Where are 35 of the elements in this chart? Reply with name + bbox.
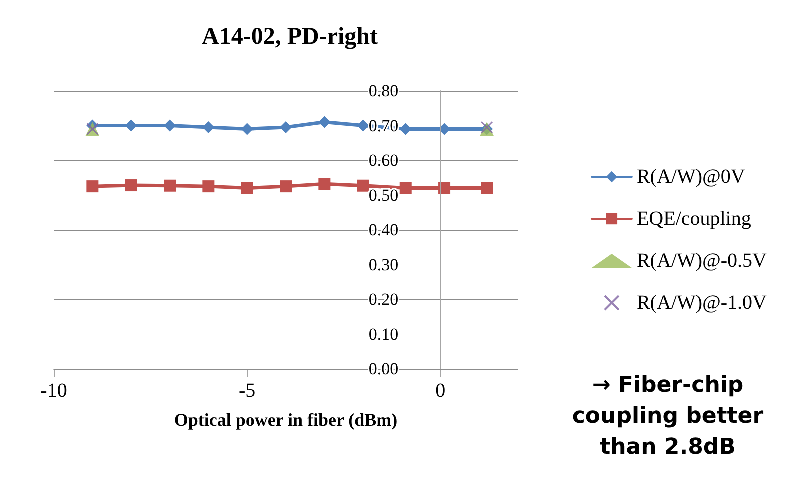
legend-label: R(A/W)@-0.5V (636, 250, 768, 272)
point (438, 182, 451, 194)
legend-label: R(A/W)@0V (636, 166, 746, 188)
legend-label: R(A/W)@-1.0V (636, 292, 768, 314)
point (318, 178, 331, 190)
y-tick-label: 0.40 (368, 220, 399, 240)
legend-label: EQE/coupling (636, 208, 752, 230)
x-tick-label: -10 (40, 380, 68, 402)
point (318, 116, 331, 128)
point (400, 182, 412, 194)
y-tick-label: 0.20 (368, 290, 399, 309)
point (86, 180, 99, 193)
point (202, 180, 215, 193)
point (125, 180, 138, 192)
point (202, 121, 215, 134)
text: → Fiber-chip coupling better than 2.8dB (571, 372, 765, 462)
chart-title: A14-02, PD-right (202, 24, 378, 50)
point (280, 180, 292, 193)
x-tick-label: -5 (238, 380, 256, 402)
y-tick-label: 0.50 (368, 186, 399, 205)
point (164, 120, 176, 132)
y-tick-label: 0.30 (368, 255, 399, 274)
x-axis-title: Optical power in fiber (dBm) (174, 410, 398, 430)
y-tick-label: 0.10 (368, 324, 399, 344)
x-tick-label: 0 (436, 380, 446, 402)
point (280, 121, 292, 134)
y-tick-label: 0.80 (368, 82, 399, 100)
point (481, 182, 494, 194)
y-tick-label: 0.00 (368, 360, 399, 378)
point (164, 180, 176, 192)
point (357, 180, 370, 192)
point (241, 182, 254, 194)
y-tick-label: 0.60 (368, 151, 399, 170)
point (357, 120, 370, 132)
point (241, 123, 254, 136)
